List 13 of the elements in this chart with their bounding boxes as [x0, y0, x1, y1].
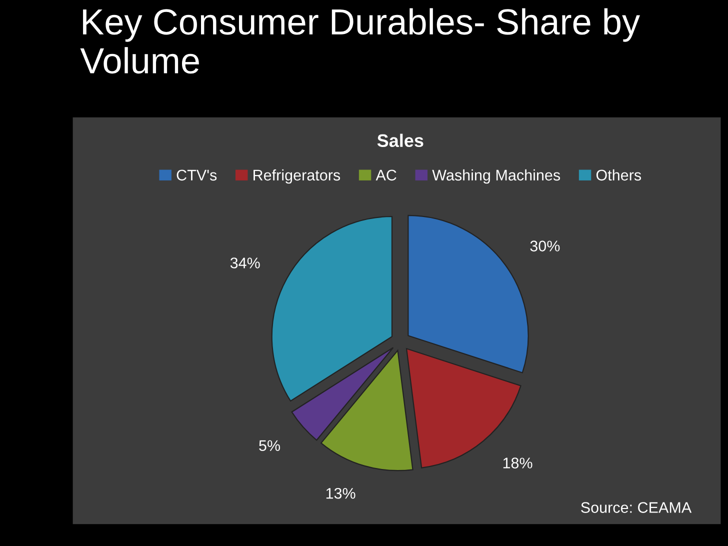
chart-subtitle: Sales: [377, 134, 424, 148]
data-label: 30%: [530, 240, 560, 252]
data-label: 34%: [230, 258, 260, 268]
data-label: 5%: [259, 440, 280, 451]
legend-label: CTV's: [176, 170, 217, 181]
legend-label: Others: [596, 169, 642, 181]
legend-label: AC: [376, 170, 396, 181]
legend-label: Refrigerators: [254, 169, 340, 184]
chart-title: Key Consumer Durables- Share by Volume: [80, 8, 640, 74]
legend-label: Washing Machines: [432, 169, 560, 184]
data-label: 18%: [503, 458, 532, 468]
data-label: 13%: [326, 488, 356, 499]
source-note: Source: CEAMA: [581, 502, 692, 513]
